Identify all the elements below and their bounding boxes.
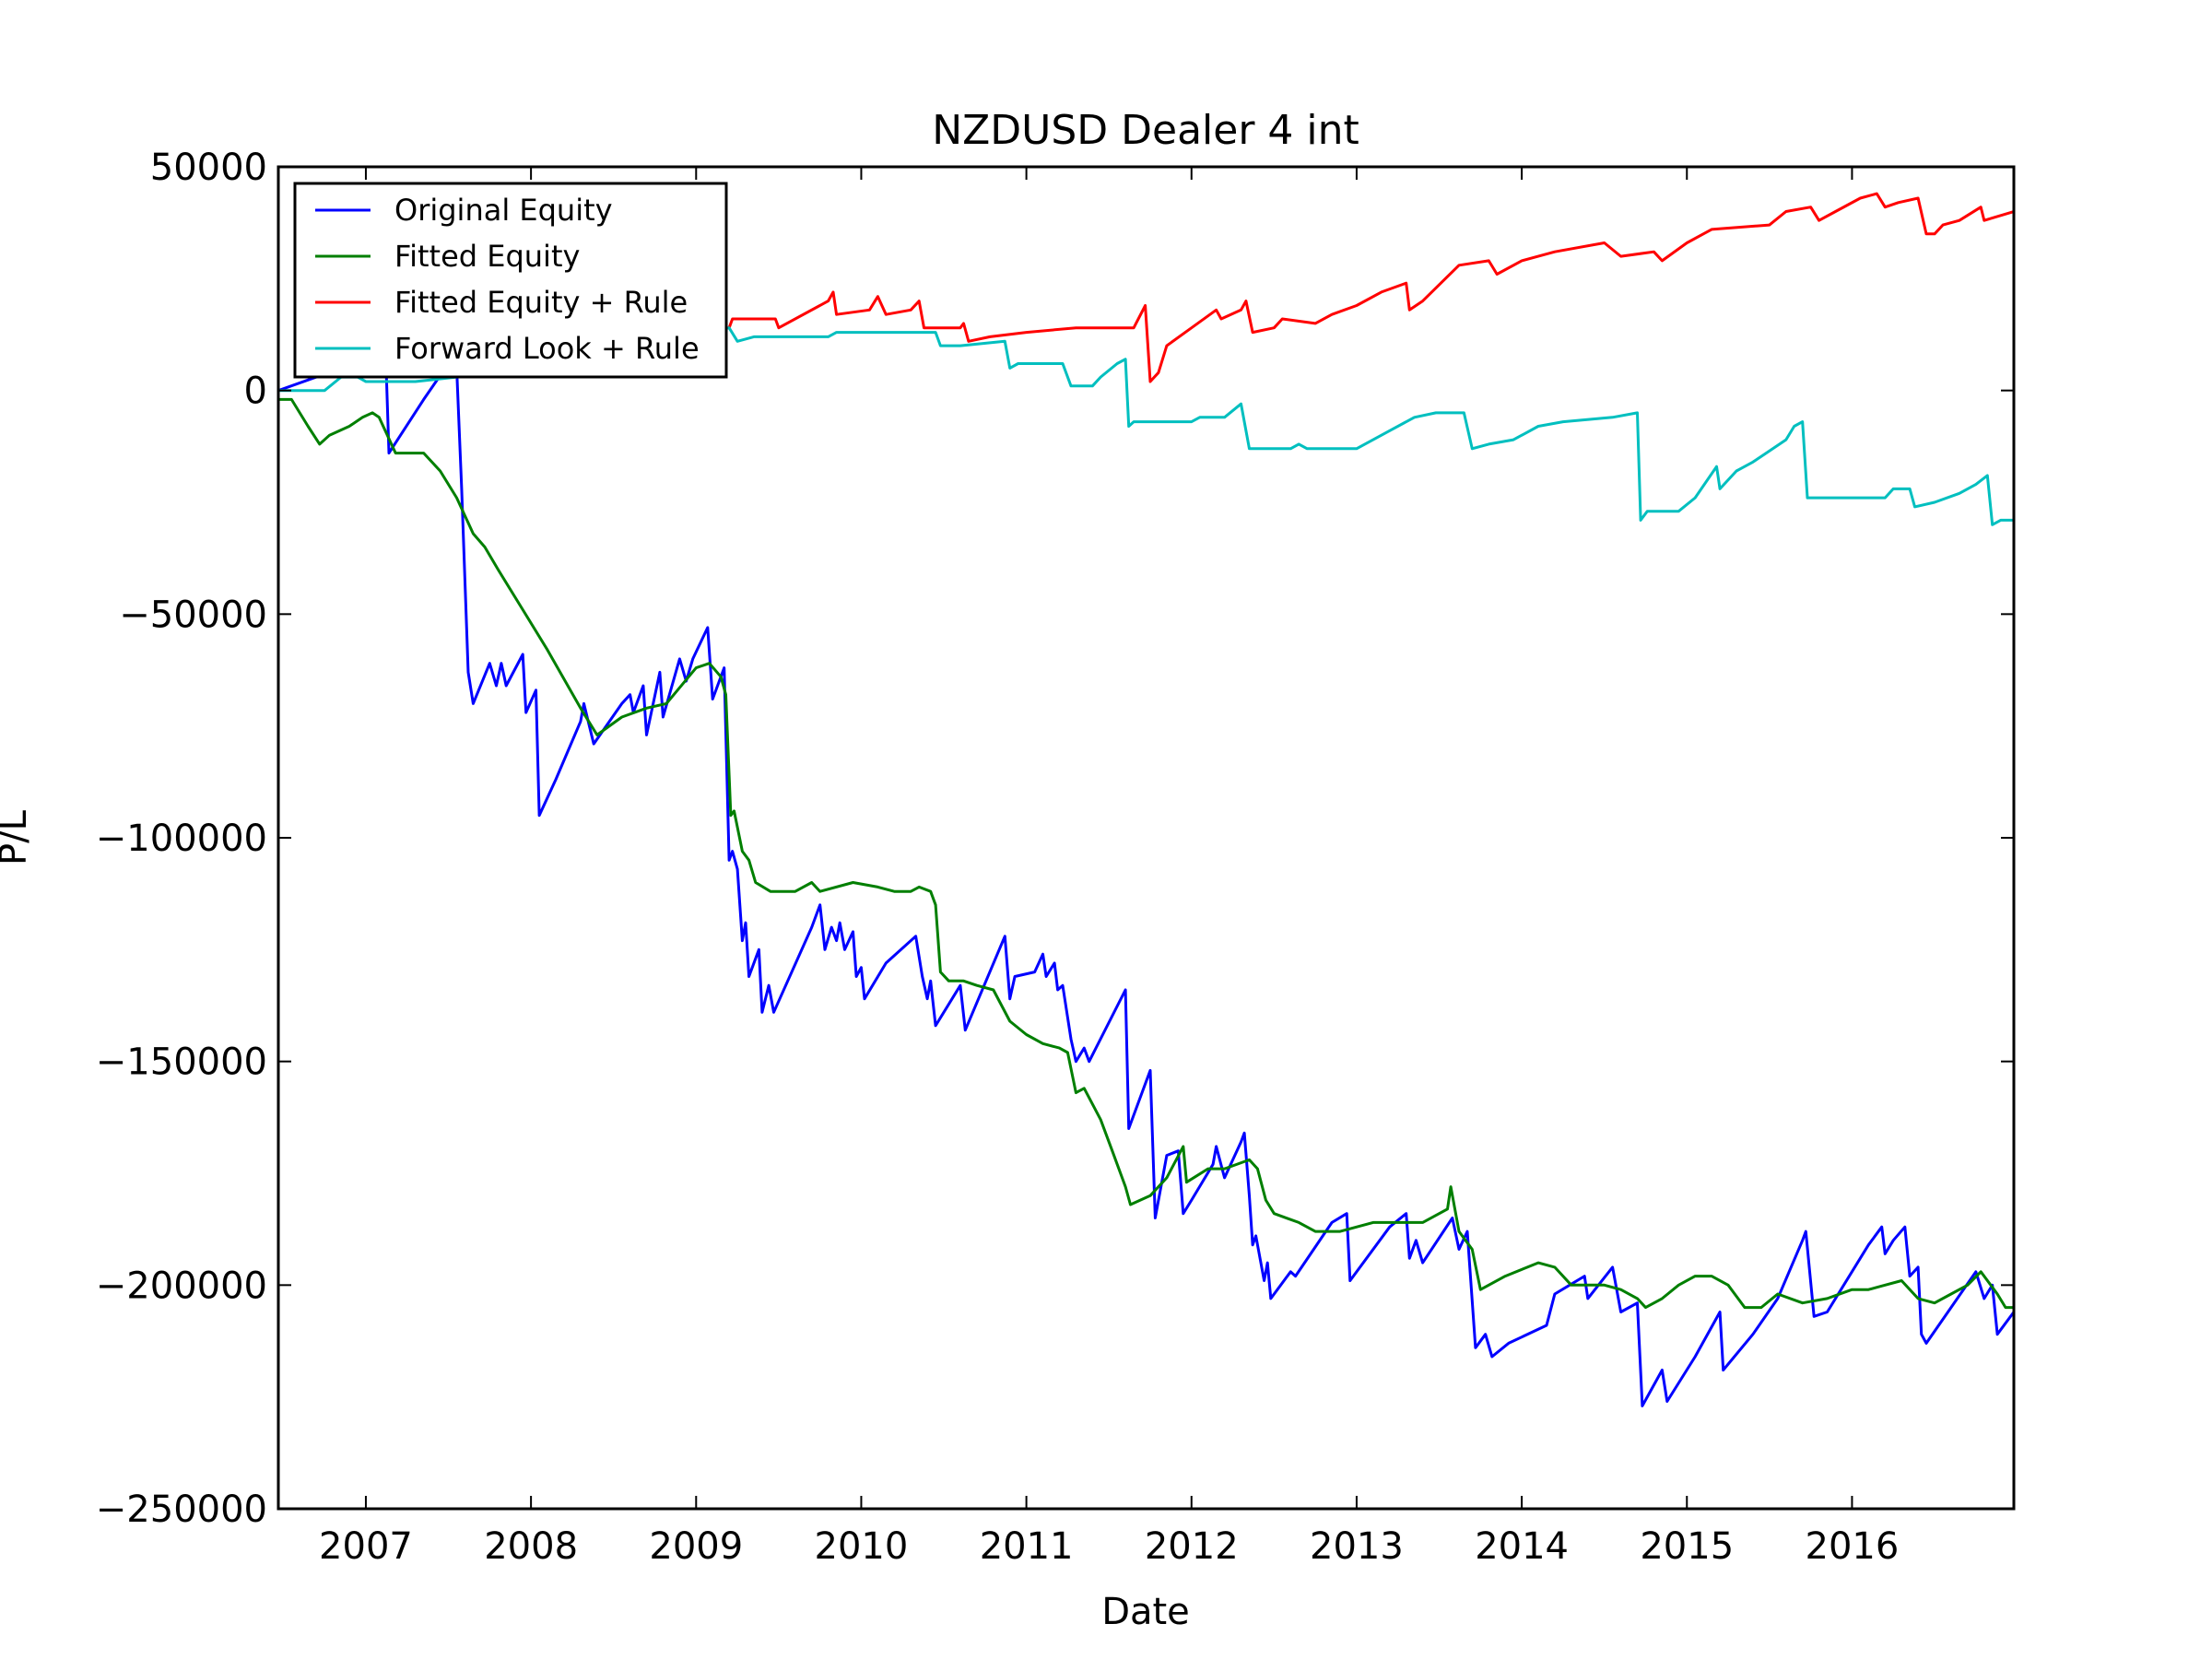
x-tick-label: 2012 (1145, 1525, 1239, 1568)
y-tick-label: 50000 (150, 147, 267, 189)
ticks-layer: 2007 2008 2009 2010 2011 2012 2013 2014 2015 2016… (96, 147, 2014, 1568)
legend-label: Fitted Equity (394, 239, 580, 274)
chart-title: NZDUSD Dealer 4 int (932, 107, 1359, 154)
x-tick-label: 2007 (319, 1525, 413, 1568)
x-tick-label: 2009 (649, 1525, 743, 1568)
y-tick-label: −150000 (96, 1041, 267, 1084)
legend-label: Fitted Equity + Rule (394, 285, 688, 320)
y-tick-label: 0 (244, 371, 267, 413)
x-axis-label: Date (1101, 1591, 1190, 1633)
x-tick-label: 2016 (1806, 1525, 1900, 1568)
x-tick-label: 2008 (484, 1525, 578, 1568)
x-tick-label: 2010 (815, 1525, 909, 1568)
series-layer (278, 192, 2014, 1407)
x-tick-label: 2013 (1310, 1525, 1404, 1568)
series-line-forward-look-rule (278, 326, 2014, 526)
y-tick-label: −100000 (96, 818, 267, 860)
legend-box (293, 182, 728, 379)
series-line-original-equity (278, 353, 2014, 1407)
y-axis-label: P/L (0, 809, 35, 865)
legend-label: Original Equity (394, 193, 613, 228)
y-tick-label: −250000 (96, 1488, 267, 1531)
x-tick-label: 2014 (1475, 1525, 1569, 1568)
x-tick-label: 2015 (1640, 1525, 1734, 1568)
plot-frame (276, 165, 2016, 1511)
x-tick-label: 2011 (980, 1525, 1074, 1568)
legend: Original Equity Fitted Equity Fitted Equit… (293, 182, 728, 379)
y-tick-label: −200000 (96, 1265, 267, 1307)
y-tick-label: −50000 (119, 594, 267, 636)
series-line-fitted-equity (278, 397, 2014, 1310)
series-line-fitted-equity-rule (621, 192, 2014, 383)
legend-label: Forward Look + Rule (394, 331, 700, 366)
